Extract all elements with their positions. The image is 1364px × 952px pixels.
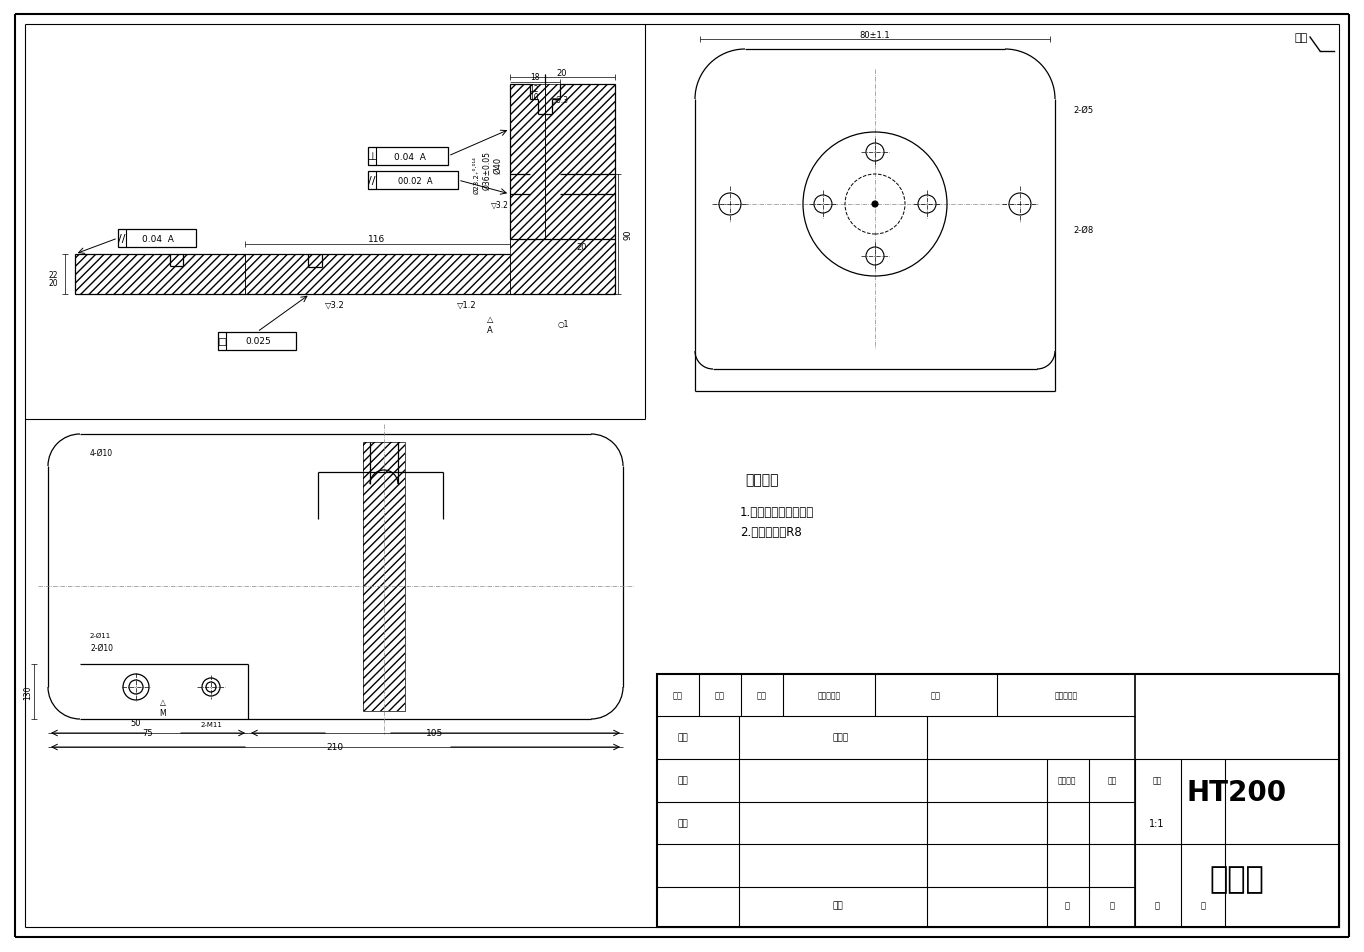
Bar (510, 85, 546, 240)
Text: 2-Ø10: 2-Ø10 (90, 643, 113, 652)
Text: 210: 210 (326, 743, 344, 752)
Text: 标记: 标记 (672, 691, 683, 700)
Text: Ø36±0.05: Ø36±0.05 (483, 150, 491, 189)
Text: △
A: △ A (487, 315, 494, 334)
Text: 20: 20 (577, 244, 588, 252)
Text: 比例: 比例 (1153, 776, 1162, 784)
Text: ▽6.3: ▽6.3 (551, 95, 569, 105)
Text: 年、月、日: 年、月、日 (1054, 691, 1078, 700)
Text: ▽3.2: ▽3.2 (325, 300, 345, 309)
Bar (546, 85, 615, 240)
Text: ▽3.2: ▽3.2 (491, 200, 509, 209)
Text: ⊥: ⊥ (367, 151, 376, 162)
Text: 签名: 签名 (932, 691, 941, 700)
Bar (546, 85, 615, 240)
Text: 2-Ø8: 2-Ø8 (1073, 226, 1094, 234)
Text: 20: 20 (557, 69, 567, 77)
Text: 22: 22 (49, 270, 59, 279)
Text: 更改文件号: 更改文件号 (817, 691, 840, 700)
Text: 重量: 重量 (1108, 776, 1117, 784)
Text: 张: 张 (1200, 901, 1206, 909)
Text: 标准化: 标准化 (832, 733, 848, 742)
Bar (218, 332, 296, 350)
Text: 116: 116 (368, 235, 386, 245)
Text: 夹具体: 夹具体 (1210, 864, 1264, 894)
Text: 1:1: 1:1 (1150, 818, 1165, 828)
Bar (75, 255, 246, 295)
Text: 0.04  A: 0.04 A (142, 234, 175, 244)
Bar (363, 443, 405, 711)
Text: Ø40: Ø40 (494, 156, 502, 173)
Bar (510, 240, 615, 295)
Text: 工艺: 工艺 (677, 819, 687, 827)
Bar (75, 255, 246, 295)
Bar (510, 240, 615, 295)
Bar (363, 443, 405, 711)
Circle shape (872, 202, 878, 208)
Text: 4-Ø10: 4-Ø10 (90, 448, 113, 457)
Text: 设计: 设计 (677, 733, 687, 742)
Text: 50: 50 (131, 719, 142, 727)
Text: 75: 75 (143, 728, 153, 738)
Text: //: // (119, 234, 125, 244)
Text: 2-Ø11: 2-Ø11 (90, 632, 112, 639)
Text: ○1: ○1 (558, 320, 569, 329)
Text: 共: 共 (1064, 901, 1069, 909)
Text: 张: 张 (1109, 901, 1114, 909)
Text: Ø23.2₊⁰·⁰¹⁴: Ø23.2₊⁰·⁰¹⁴ (473, 156, 479, 194)
Text: 90: 90 (623, 229, 632, 240)
Text: 10: 10 (529, 92, 539, 102)
Bar (657, 674, 1339, 927)
Text: 审核: 审核 (677, 776, 687, 784)
Text: 00.02  A: 00.02 A (398, 176, 432, 186)
Bar (119, 229, 196, 248)
Bar (246, 255, 510, 295)
Text: 20: 20 (48, 278, 59, 288)
Text: 其余: 其余 (1294, 33, 1308, 43)
Text: 2.未注倒圆角R8: 2.未注倒圆角R8 (741, 525, 802, 538)
Text: 0.025: 0.025 (246, 337, 271, 347)
Text: //: // (368, 176, 375, 186)
Text: 12: 12 (529, 86, 539, 94)
Text: HT200: HT200 (1187, 778, 1288, 806)
Text: 80±1.1: 80±1.1 (859, 30, 891, 39)
Text: 分区: 分区 (757, 691, 767, 700)
Text: 技术要求: 技术要求 (745, 472, 779, 486)
Text: 18: 18 (531, 73, 540, 83)
Text: 批准: 批准 (832, 901, 843, 909)
Text: 0.04  A: 0.04 A (394, 152, 426, 161)
Bar (368, 148, 447, 166)
Text: 2-M11: 2-M11 (201, 722, 222, 727)
Text: 105: 105 (427, 728, 443, 738)
Bar (246, 255, 510, 295)
Text: 1.锐边倒钓、去毛刺。: 1.锐边倒钓、去毛刺。 (741, 505, 814, 518)
Text: 2-Ø5: 2-Ø5 (1073, 106, 1093, 114)
Text: 阶段标记: 阶段标记 (1057, 776, 1076, 784)
Text: 130: 130 (23, 685, 33, 700)
Text: ▽1.2: ▽1.2 (457, 300, 477, 309)
Text: 第: 第 (1154, 901, 1159, 909)
Text: △
M: △ M (160, 698, 166, 717)
Text: 处数: 处数 (715, 691, 726, 700)
Bar (510, 85, 546, 240)
Text: □: □ (217, 337, 226, 347)
Bar (368, 171, 458, 189)
